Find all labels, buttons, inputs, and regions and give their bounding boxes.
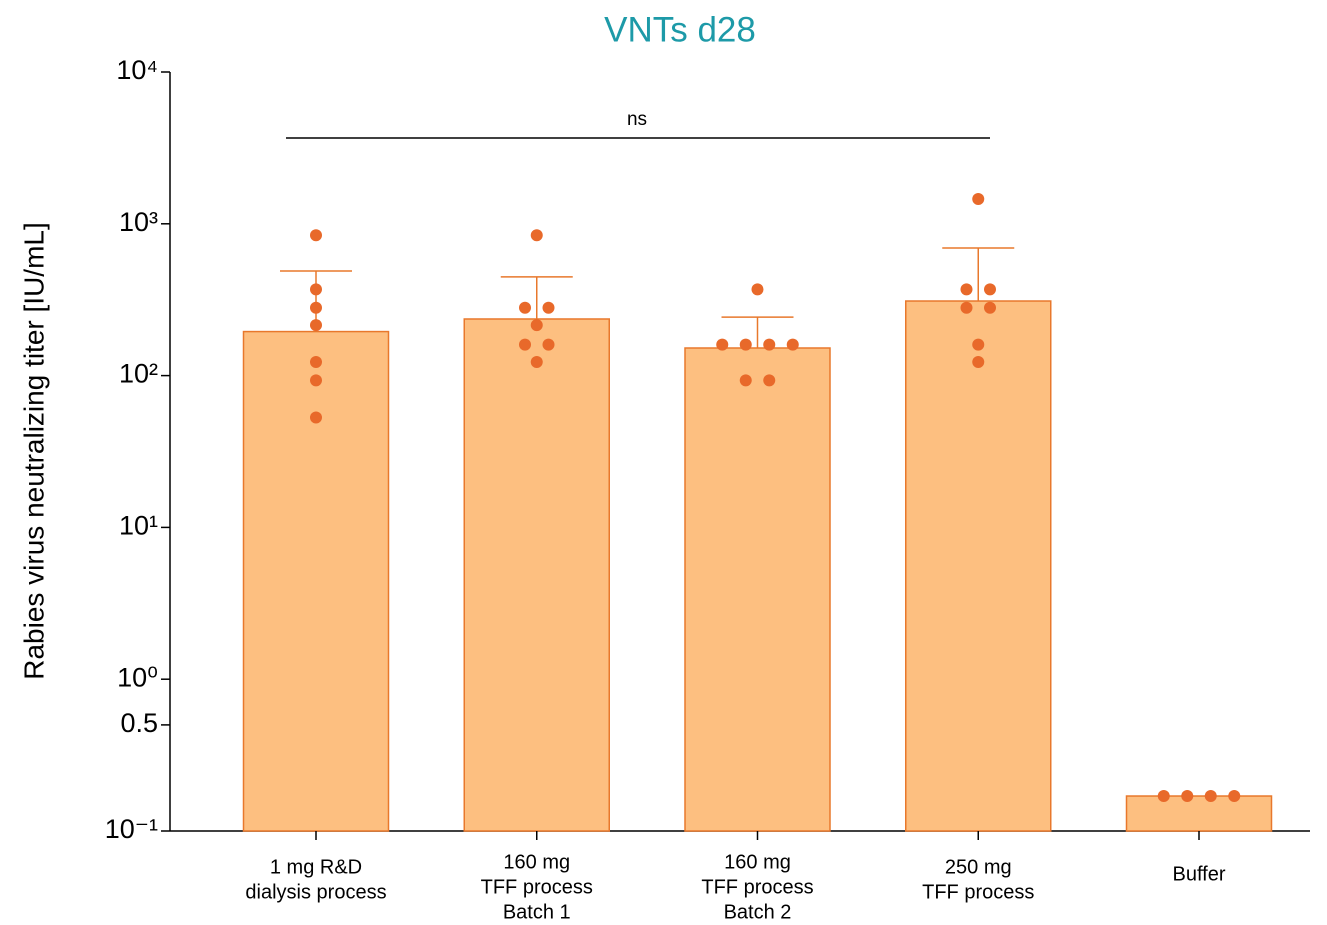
bar <box>463 318 610 832</box>
x-tick-label: TFF process <box>701 876 813 898</box>
bar <box>905 300 1052 832</box>
x-tick-label: TFF process <box>481 876 593 898</box>
x-tick-label: 1 mg R&D <box>270 856 362 878</box>
data-point <box>786 338 799 351</box>
x-tick-label: TFF process <box>922 881 1034 903</box>
error-bar <box>500 276 573 319</box>
x-tick-label: 160 mg <box>503 851 570 873</box>
data-point <box>960 301 973 314</box>
y-tick-label: 10⁻¹ <box>105 814 158 844</box>
error-bar <box>942 247 1015 302</box>
data-point <box>519 338 531 351</box>
y-tick-label: 0.5 <box>120 708 158 738</box>
x-tick-label: 160 mg <box>724 851 791 873</box>
y-tick-label: 10³ <box>119 207 158 237</box>
chart-title: VNTs d28 <box>604 10 756 49</box>
data-point <box>984 301 996 314</box>
significance-label: ns <box>627 109 647 130</box>
data-point <box>542 301 555 314</box>
data-point <box>310 229 322 242</box>
bar <box>1125 795 1273 832</box>
data-point <box>530 229 543 242</box>
y-tick-label: 10⁴ <box>116 55 158 85</box>
data-point <box>960 283 973 296</box>
data-point <box>310 355 322 368</box>
y-tick-label: 10¹ <box>119 511 158 541</box>
error-bar <box>721 316 794 348</box>
y-tick-label: 10⁰ <box>117 662 158 692</box>
data-point <box>972 193 985 206</box>
data-point <box>763 374 776 387</box>
data-point <box>519 301 531 314</box>
data-point <box>310 283 322 296</box>
bar <box>684 347 831 832</box>
data-point <box>1204 790 1217 803</box>
y-tick-label: 10² <box>119 359 158 389</box>
x-tick-label: 250 mg <box>945 856 1012 878</box>
data-point <box>310 374 322 387</box>
data-point <box>1228 790 1241 803</box>
data-point <box>310 319 322 332</box>
x-tick-label: Buffer <box>1173 863 1226 885</box>
x-tick-label: dialysis process <box>245 881 386 903</box>
data-point <box>751 283 764 296</box>
data-point <box>1157 790 1170 803</box>
data-point <box>1181 790 1194 803</box>
y-axis-label: Rabies virus neutralizing titer [IU/mL] <box>18 222 49 680</box>
data-point <box>972 338 985 351</box>
data-point <box>310 411 322 424</box>
data-point <box>972 355 985 368</box>
data-point <box>739 338 752 351</box>
data-point <box>530 319 543 332</box>
x-tick-label: Batch 1 <box>503 901 571 923</box>
data-point <box>984 283 996 296</box>
data-point <box>530 355 543 368</box>
x-tick-label: Batch 2 <box>724 901 792 923</box>
data-point <box>542 338 555 351</box>
data-point <box>716 338 729 351</box>
data-point <box>739 374 752 387</box>
bar <box>242 330 390 832</box>
data-point <box>763 338 776 351</box>
data-point <box>310 301 322 314</box>
